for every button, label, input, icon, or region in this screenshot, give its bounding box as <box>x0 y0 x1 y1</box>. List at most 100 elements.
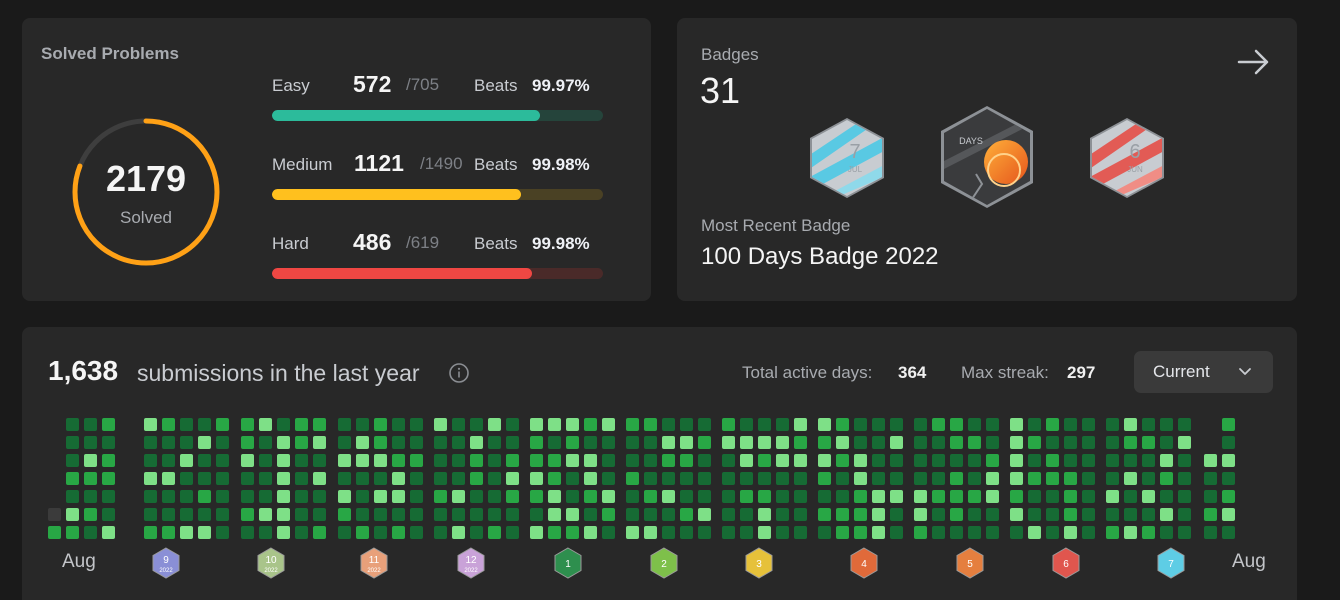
heatmap-day-cell[interactable] <box>295 418 308 431</box>
heatmap-day-cell[interactable] <box>1124 526 1137 539</box>
heatmap-day-cell[interactable] <box>662 454 675 467</box>
heatmap-day-cell[interactable] <box>698 418 711 431</box>
heatmap-day-cell[interactable] <box>374 526 387 539</box>
heatmap-day-cell[interactable] <box>241 526 254 539</box>
heatmap-day-cell[interactable] <box>66 454 79 467</box>
heatmap-day-cell[interactable] <box>1222 418 1235 431</box>
heatmap-day-cell[interactable] <box>1064 454 1077 467</box>
month-badge-icon[interactable]: 9 2022 <box>151 547 181 579</box>
heatmap-day-cell[interactable] <box>854 526 867 539</box>
heatmap-day-cell[interactable] <box>890 454 903 467</box>
heatmap-day-cell[interactable] <box>313 472 326 485</box>
heatmap-day-cell[interactable] <box>794 526 807 539</box>
info-icon[interactable] <box>448 362 470 384</box>
heatmap-day-cell[interactable] <box>241 418 254 431</box>
heatmap-day-cell[interactable] <box>1160 418 1173 431</box>
heatmap-day-cell[interactable] <box>566 472 579 485</box>
heatmap-day-cell[interactable] <box>1204 508 1217 521</box>
heatmap-day-cell[interactable] <box>968 490 981 503</box>
heatmap-day-cell[interactable] <box>470 436 483 449</box>
month-badge-icon[interactable]: 7 <box>1156 547 1186 579</box>
heatmap-day-cell[interactable] <box>950 436 963 449</box>
heatmap-day-cell[interactable] <box>950 508 963 521</box>
heatmap-day-cell[interactable] <box>872 508 885 521</box>
heatmap-day-cell[interactable] <box>1010 418 1023 431</box>
month-badge-icon[interactable]: 10 2022 <box>256 547 286 579</box>
heatmap-day-cell[interactable] <box>890 436 903 449</box>
heatmap-day-cell[interactable] <box>872 436 885 449</box>
heatmap-day-cell[interactable] <box>740 472 753 485</box>
heatmap-day-cell[interactable] <box>680 526 693 539</box>
heatmap-day-cell[interactable] <box>410 454 423 467</box>
heatmap-day-cell[interactable] <box>818 454 831 467</box>
heatmap-day-cell[interactable] <box>890 418 903 431</box>
heatmap-day-cell[interactable] <box>740 526 753 539</box>
heatmap-day-cell[interactable] <box>216 490 229 503</box>
heatmap-day-cell[interactable] <box>1124 418 1137 431</box>
heatmap-day-cell[interactable] <box>162 526 175 539</box>
heatmap-day-cell[interactable] <box>932 454 945 467</box>
heatmap-day-cell[interactable] <box>1010 508 1023 521</box>
heatmap-day-cell[interactable] <box>548 436 561 449</box>
heatmap-day-cell[interactable] <box>1082 472 1095 485</box>
month-badge-icon[interactable]: 12 2022 <box>456 547 486 579</box>
heatmap-day-cell[interactable] <box>548 454 561 467</box>
heatmap-day-cell[interactable] <box>313 526 326 539</box>
heatmap-day-cell[interactable] <box>1124 508 1137 521</box>
heatmap-day-cell[interactable] <box>216 418 229 431</box>
heatmap-day-cell[interactable] <box>1010 526 1023 539</box>
heatmap-day-cell[interactable] <box>932 436 945 449</box>
heatmap-day-cell[interactable] <box>1142 418 1155 431</box>
heatmap-day-cell[interactable] <box>626 436 639 449</box>
heatmap-day-cell[interactable] <box>1178 490 1191 503</box>
heatmap-day-cell[interactable] <box>794 472 807 485</box>
heatmap-day-cell[interactable] <box>434 490 447 503</box>
heatmap-day-cell[interactable] <box>1064 472 1077 485</box>
heatmap-day-cell[interactable] <box>758 508 771 521</box>
heatmap-day-cell[interactable] <box>259 436 272 449</box>
heatmap-day-cell[interactable] <box>470 472 483 485</box>
heatmap-day-cell[interactable] <box>794 508 807 521</box>
heatmap-day-cell[interactable] <box>1046 526 1059 539</box>
heatmap-day-cell[interactable] <box>932 526 945 539</box>
heatmap-day-cell[interactable] <box>776 454 789 467</box>
heatmap-day-cell[interactable] <box>986 526 999 539</box>
heatmap-day-cell[interactable] <box>162 418 175 431</box>
heatmap-day-cell[interactable] <box>277 526 290 539</box>
heatmap-day-cell[interactable] <box>836 418 849 431</box>
heatmap-day-cell[interactable] <box>968 454 981 467</box>
heatmap-day-cell[interactable] <box>313 436 326 449</box>
heatmap-day-cell[interactable] <box>434 526 447 539</box>
heatmap-day-cell[interactable] <box>950 418 963 431</box>
heatmap-day-cell[interactable] <box>1106 526 1119 539</box>
heatmap-day-cell[interactable] <box>602 418 615 431</box>
heatmap-day-cell[interactable] <box>914 418 927 431</box>
heatmap-day-cell[interactable] <box>313 490 326 503</box>
heatmap-day-cell[interactable] <box>836 472 849 485</box>
heatmap-day-cell[interactable] <box>313 418 326 431</box>
heatmap-day-cell[interactable] <box>180 454 193 467</box>
heatmap-day-cell[interactable] <box>566 490 579 503</box>
heatmap-day-cell[interactable] <box>1160 436 1173 449</box>
heatmap-day-cell[interactable] <box>530 526 543 539</box>
heatmap-day-cell[interactable] <box>740 508 753 521</box>
heatmap-day-cell[interactable] <box>66 490 79 503</box>
heatmap-day-cell[interactable] <box>1082 418 1095 431</box>
heatmap-day-cell[interactable] <box>1106 436 1119 449</box>
heatmap-day-cell[interactable] <box>662 436 675 449</box>
heatmap-day-cell[interactable] <box>662 508 675 521</box>
heatmap-day-cell[interactable] <box>1178 526 1191 539</box>
heatmap-day-cell[interactable] <box>1204 454 1217 467</box>
heatmap-day-cell[interactable] <box>66 436 79 449</box>
heatmap-day-cell[interactable] <box>584 436 597 449</box>
heatmap-day-cell[interactable] <box>758 526 771 539</box>
heatmap-day-cell[interactable] <box>434 508 447 521</box>
heatmap-day-cell[interactable] <box>1142 454 1155 467</box>
heatmap-day-cell[interactable] <box>1010 472 1023 485</box>
heatmap-day-cell[interactable] <box>277 418 290 431</box>
heatmap-day-cell[interactable] <box>374 472 387 485</box>
heatmap-day-cell[interactable] <box>102 472 115 485</box>
heatmap-day-cell[interactable] <box>602 526 615 539</box>
heatmap-day-cell[interactable] <box>1028 418 1041 431</box>
heatmap-day-cell[interactable] <box>452 472 465 485</box>
